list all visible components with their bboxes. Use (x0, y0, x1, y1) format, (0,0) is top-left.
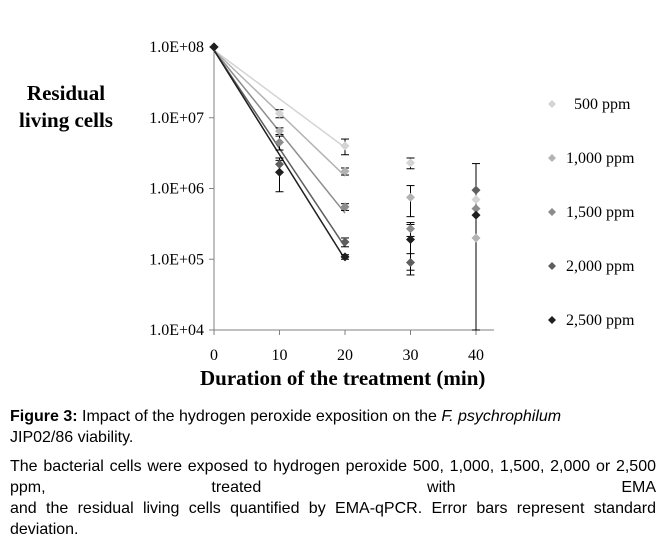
caption-description-1: The bacterial cells were exposed to hydr… (10, 458, 656, 496)
caption-description-2: and the residual living cells quantified… (10, 500, 656, 538)
x-tick-label: 20 (337, 347, 353, 364)
caption-title-text: Impact of the hydrogen peroxide expositi… (77, 408, 442, 425)
x-tick-label: 40 (468, 347, 484, 364)
x-tick-label: 0 (210, 347, 218, 364)
fit-line (213, 49, 346, 149)
y-axis-title: Residual living cells (19, 81, 113, 132)
data-point (340, 166, 350, 176)
data-point (340, 237, 350, 247)
legend-label: 2,000 ppm (566, 258, 635, 275)
data-point (275, 108, 284, 118)
data-point (340, 141, 350, 151)
legend-label: 2,500 ppm (566, 312, 635, 329)
data-point (406, 192, 415, 202)
x-tick-label: 10 (272, 347, 288, 364)
chart: 1.0E+04 1.0E+05 1.0E+06 1.0E+07 1.0E+08 0 10 20… (149, 39, 635, 364)
data-point (406, 158, 415, 168)
error-bars (275, 109, 480, 331)
data-point (275, 137, 284, 147)
legend-label: 1,000 ppm (566, 150, 635, 167)
data-point (471, 185, 481, 195)
axes (209, 46, 494, 335)
y-tick-label: 1.0E+07 (149, 110, 204, 127)
legend-marker (548, 208, 556, 216)
legend-marker (548, 316, 556, 324)
y-tick-label: 1.0E+06 (149, 181, 204, 198)
figure-label: Figure 3: (10, 408, 78, 425)
figure-caption: Figure 3: Impact of the hydrogen peroxid… (10, 406, 656, 540)
caption-title: Figure 3: Impact of the hydrogen peroxid… (10, 406, 656, 448)
data-point (471, 233, 481, 243)
data-point (275, 126, 284, 136)
legend-label: 500 ppm (574, 96, 631, 113)
data-point (275, 167, 284, 177)
y-tick-label: 1.0E+04 (149, 322, 204, 339)
data-point (340, 202, 350, 212)
legend-marker (548, 262, 556, 270)
species-name: F. psychrophilum (441, 408, 562, 425)
legend: 500 ppm 1,000 ppm 1,500 ppm 2,000 ppm 2,500 … (548, 96, 635, 329)
data-point (471, 204, 481, 214)
x-tick-label: 30 (403, 347, 419, 364)
legend-marker (548, 100, 556, 108)
data-point (209, 42, 219, 52)
y-tick-label: 1.0E+05 (149, 251, 204, 268)
data-point (406, 224, 415, 234)
data-point (340, 252, 350, 262)
data-point (275, 159, 284, 169)
data-point (406, 257, 415, 267)
strain-text: JIP02/86 viability. (10, 429, 134, 446)
legend-label: 1,500 ppm (566, 204, 635, 221)
tick-labels: 1.0E+04 1.0E+05 1.0E+06 1.0E+07 1.0E+08 0 10 20… (149, 39, 484, 364)
data-points (209, 42, 481, 267)
data-point (471, 210, 481, 220)
legend-marker (548, 154, 556, 162)
data-point (406, 235, 415, 245)
data-point (471, 194, 481, 204)
fit-line (213, 49, 346, 260)
y-tick-label: 1.0E+08 (149, 39, 204, 56)
x-axis-title: Duration of the treatment (min) (200, 366, 486, 390)
fit-lines (213, 49, 346, 260)
